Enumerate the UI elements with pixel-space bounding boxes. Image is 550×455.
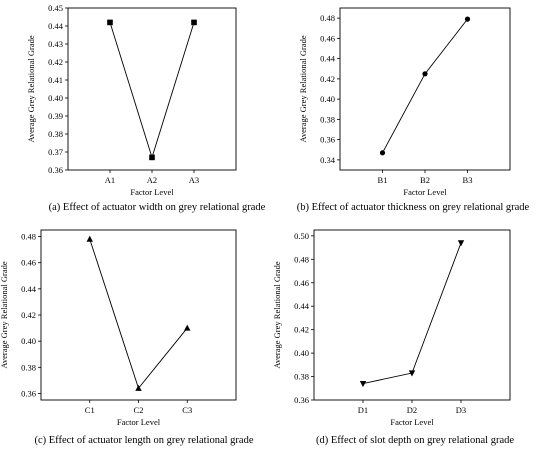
y-tick-label: 0.37 [48,147,63,157]
data-point-1 [359,380,367,388]
x-tick-label-a3: A3 [189,175,199,185]
chart-caption: (a) Effect of actuator width on grey rel… [49,202,266,213]
data-point-1 [107,19,113,26]
y-tick-label: 0.46 [294,278,309,288]
x-tick-label-d3: D3 [456,405,466,415]
y-tick-label: 0.44 [21,284,37,294]
x-tick-label-b2: B2 [420,175,430,185]
x-axis-title: Factor Level [390,417,434,427]
chart-panel-a: 0.36 0.37 0.38 0.39 0.40 0.41 0.42 0.43 0.44 0.45… [26,3,266,213]
series-line [89,239,188,390]
y-tick-label: 0.38 [294,372,309,382]
y-tick-label: 0.41 [48,75,63,85]
data-point-1 [379,150,386,156]
plot-frame [40,229,237,401]
y-tick-label: 0.43 [48,39,63,49]
y-tick-label: 0.42 [320,74,335,84]
y-tick-label: 0.38 [320,114,335,124]
y-tick-label: 0.48 [320,13,335,23]
data-point-1 [86,235,93,242]
y-axis-title: Average Grey Relational Grade [0,261,9,368]
y-tick-label: 0.44 [48,21,64,31]
x-tick-label-d1: D1 [358,405,368,415]
y-tick-label: 0.45 [48,3,63,13]
chart-panel-c: 0.36 0.38 0.40 0.42 0.44 0.46 0.48 C1 C2 C3 Factor… [0,229,254,446]
y-tick-label: 0.36 [320,135,335,145]
y-tick-label: 0.42 [21,310,36,320]
chart-caption: (b) Effect of actuator thickness on grey… [297,202,530,213]
y-tick-label: 0.48 [294,254,309,264]
x-tick-label-b1: B1 [378,175,388,185]
y-tick-label: 0.36 [48,165,63,175]
y-tick-label: 0.40 [294,348,309,358]
series-line [109,22,195,159]
y-tick-label: 0.34 [320,155,336,165]
y-axis-title: Average Grey Relational Grade [272,261,282,368]
plot-frame [67,7,237,171]
data-point-2 [422,71,428,77]
y-tick-label: 0.38 [48,129,63,139]
y-tick-label: 0.46 [320,33,335,43]
y-tick-label: 0.48 [21,232,36,242]
y-tick-label: 0.40 [21,336,36,346]
chart-panel-b: 0.34 0.36 0.38 0.40 0.42 0.44 0.46 0.48 B1 B2 B3 Fa… [297,7,530,213]
x-axis-title: Factor Level [130,187,174,197]
data-point-2 [408,370,416,377]
data-point-3 [457,240,465,247]
y-axis-title: Average Grey Relational Grade [26,35,36,142]
x-tick-label-c3: C3 [182,405,192,415]
y-tick-label: 0.44 [294,301,310,311]
chart-caption: (d) Effect of slot depth on grey relatio… [316,435,514,446]
data-point-3 [184,324,191,331]
y-tick-label: 0.42 [48,57,63,67]
data-point-2 [149,154,155,161]
plot-frame [339,7,511,171]
y-tick-label: 0.50 [294,231,309,241]
y-tick-label: 0.40 [48,93,63,103]
y-tick-label: 0.38 [21,362,36,372]
data-point-3 [191,19,197,26]
x-axis-title: Factor Level [117,417,161,427]
chart-panel-d: 0.36 0.38 0.40 0.42 0.44 0.46 0.48 0.50 D1 D2 D3 Fa… [272,229,514,446]
y-tick-label: 0.42 [294,325,309,335]
x-tick-label-a1: A1 [105,175,115,185]
x-tick-label-c2: C2 [134,405,144,415]
y-tick-label: 0.39 [48,111,63,121]
y-tick-label: 0.40 [320,94,335,104]
x-tick-label-c1: C1 [85,405,95,415]
y-tick-label: 0.36 [294,395,309,405]
series-line [362,242,462,385]
data-point-2 [135,384,142,391]
x-tick-label-d2: D2 [407,405,417,415]
y-tick-label: 0.46 [21,258,36,268]
x-axis-title: Factor Level [403,187,447,197]
x-tick-label-b3: B3 [463,175,473,185]
series-line [382,18,468,154]
y-tick-label: 0.36 [21,388,36,398]
x-tick-label-a2: A2 [147,175,157,185]
chart-caption: (c) Effect of actuator length on grey re… [34,435,253,446]
data-point-3 [464,16,471,22]
y-tick-label: 0.44 [320,54,336,64]
y-axis-title: Average Grey Relational Grade [298,35,308,142]
